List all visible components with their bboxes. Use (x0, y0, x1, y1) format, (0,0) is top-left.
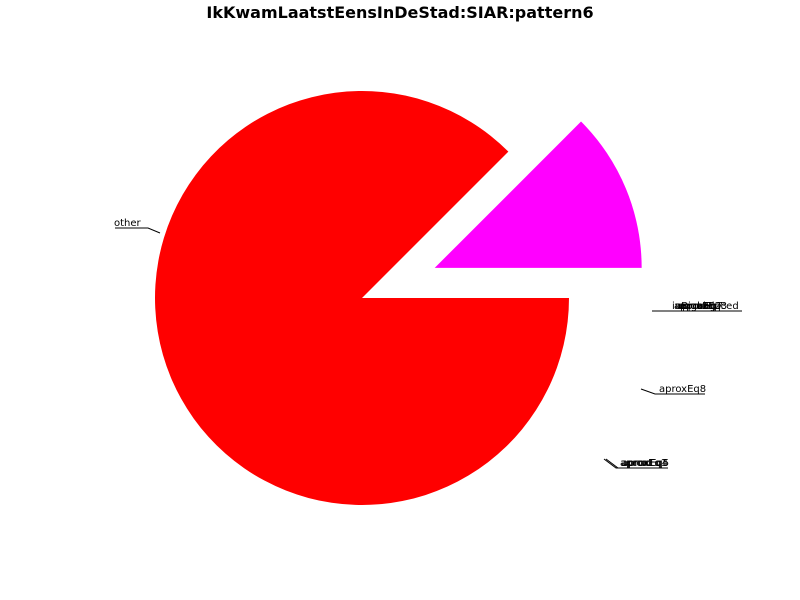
slice-label-other: other (114, 218, 142, 229)
leader-line-other (115, 227, 161, 234)
leader-line-cluster-bottom (603, 458, 668, 469)
slice-label-aproxEq1: aproxEq1 (620, 458, 667, 469)
slice-label-aproxEq7: aproxEq7 (676, 301, 723, 312)
slice-label-equalPlaced: equalPlaced (678, 301, 739, 312)
slice-label-aproxEq2: aproxEq2 (674, 301, 721, 312)
slice-label-aproxEq5: aproxEq5 (622, 458, 669, 469)
chart-title: IkKwamLaatstEensInDeStad:SIAR:pattern6 (206, 3, 593, 22)
pie-slice-other (154, 90, 569, 506)
pie-slice-aproxEq8 (434, 121, 642, 268)
leader-line-aproxEq8 (640, 388, 705, 395)
slice-label-aproxEq4: aproxEq4 (621, 458, 668, 469)
slice-label-inBigbag: inBigbag (672, 301, 716, 312)
slice-label-aproxEq3: aproxEq3 (680, 301, 727, 312)
slice-label-aproxEq8: aproxEq8 (659, 384, 706, 395)
